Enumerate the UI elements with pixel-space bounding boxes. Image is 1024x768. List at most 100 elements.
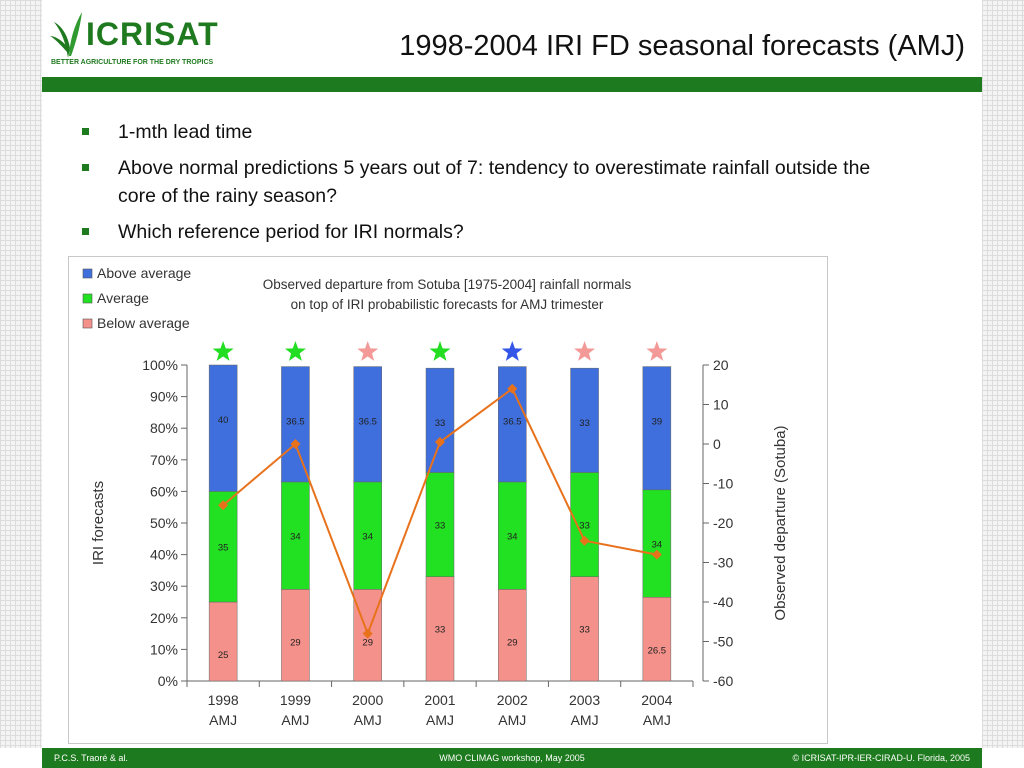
bar-segment xyxy=(208,364,238,492)
footer-copyright: © ICRISAT-IPR-IER-CIRAD-U. Florida, 2005 xyxy=(792,753,971,763)
y-tick-label-right: 10 xyxy=(713,397,729,413)
y-tick-label-left: 100% xyxy=(142,357,178,373)
forecast-star-icon xyxy=(501,341,523,361)
bar-segment xyxy=(498,589,527,682)
legend-swatch xyxy=(82,293,93,304)
bar-segment xyxy=(353,366,382,483)
departure-point xyxy=(651,549,662,560)
y-tick-label-right: -30 xyxy=(713,555,733,571)
y-tick-label-left: 60% xyxy=(150,483,178,499)
bar-data-label: 40 xyxy=(218,415,229,426)
y-tick-label-right: -40 xyxy=(713,594,733,610)
left-background-pattern xyxy=(0,0,42,748)
bullet-text: Which reference period for IRI normals? xyxy=(118,221,464,243)
departure-point xyxy=(435,437,445,448)
bullet-text: 1-mth lead time xyxy=(118,121,253,143)
slide-title: 1998-2004 IRI FD seasonal forecasts (AMJ… xyxy=(399,30,965,62)
bar-segment xyxy=(570,472,599,577)
footer-event: WMO CLIMAG workshop, May 2005 xyxy=(439,753,585,763)
bar-data-label: 36.5 xyxy=(358,417,377,428)
departure-point xyxy=(290,439,301,449)
y-tick-label-left: 70% xyxy=(150,452,178,468)
bar-data-label: 34 xyxy=(652,540,663,551)
legend-label: Average xyxy=(97,290,149,306)
forecast-star-icon xyxy=(646,341,668,361)
bar-segment xyxy=(425,367,455,473)
bar-segment xyxy=(208,601,238,682)
bar-data-label: 29 xyxy=(362,637,373,648)
y-tick-label-right: -60 xyxy=(713,673,733,689)
y-tick-label-left: 80% xyxy=(150,420,178,436)
bar-segment xyxy=(570,367,599,473)
y-tick-label-left: 50% xyxy=(150,515,178,531)
x-tick-label: 2001 xyxy=(424,692,455,708)
bullet-marker xyxy=(82,128,89,135)
y-tick-label-right: -10 xyxy=(713,476,733,492)
bullet-list: 1-mth lead time Above normal predictions… xyxy=(78,118,908,254)
leaf-icon xyxy=(50,12,82,58)
y-tick-label-left: 90% xyxy=(150,389,178,405)
x-tick-label: 2002 xyxy=(497,692,528,708)
stacked-bar-chart: Observed departure from Sotuba [1975-200… xyxy=(82,265,789,728)
bar-segment xyxy=(281,589,310,682)
bullet-item: 1-mth lead time xyxy=(78,118,908,146)
bar-segment xyxy=(642,597,672,682)
x-tick-label: AMJ xyxy=(426,712,454,728)
x-tick-label: AMJ xyxy=(209,712,237,728)
x-tick-label: AMJ xyxy=(571,712,599,728)
bar-segment xyxy=(425,576,455,682)
x-tick-label: AMJ xyxy=(643,712,671,728)
bar-data-label: 33 xyxy=(579,625,590,636)
y-tick-label-right: 0 xyxy=(713,436,721,452)
x-tick-label: 1998 xyxy=(208,692,239,708)
forecast-star-icon xyxy=(429,341,451,361)
y-tick-label-left: 40% xyxy=(150,547,178,563)
y-axis-label-right: Observed departure (Sotuba) xyxy=(772,425,789,620)
bar-data-label: 33 xyxy=(579,418,590,429)
y-tick-label-right: -50 xyxy=(713,634,733,650)
bar-segment xyxy=(498,481,527,590)
y-tick-label-right: 20 xyxy=(713,357,729,373)
y-tick-label-right: -20 xyxy=(713,515,733,531)
chart-title-line: Observed departure from Sotuba [1975-200… xyxy=(263,277,632,292)
bullet-marker xyxy=(82,164,89,171)
chart-title-line: on top of IRI probabilistic forecasts fo… xyxy=(291,297,604,312)
right-background-pattern xyxy=(982,0,1024,748)
legend-swatch xyxy=(82,268,93,279)
bar-segment xyxy=(281,366,310,483)
x-tick-label: 2003 xyxy=(569,692,600,708)
y-tick-label-left: 30% xyxy=(150,578,178,594)
bar-data-label: 25 xyxy=(218,650,229,661)
y-tick-label-left: 20% xyxy=(150,610,178,626)
x-tick-label: 1999 xyxy=(280,692,311,708)
x-tick-label: 2004 xyxy=(641,692,672,708)
bullet-marker xyxy=(82,228,89,235)
bar-data-label: 34 xyxy=(362,532,373,543)
chart-panel: Observed departure from Sotuba [1975-200… xyxy=(68,256,828,744)
bar-segment xyxy=(570,576,599,682)
bar-data-label: 29 xyxy=(507,637,518,648)
y-axis-label-left: IRI forecasts xyxy=(90,481,107,565)
legend-label: Below average xyxy=(97,315,190,331)
x-tick-label: AMJ xyxy=(498,712,526,728)
bar-data-label: 35 xyxy=(218,543,229,554)
bar-data-label: 34 xyxy=(507,532,518,543)
bar-data-label: 39 xyxy=(652,417,663,428)
departure-point xyxy=(362,628,373,639)
bar-data-label: 36.5 xyxy=(286,417,305,428)
x-tick-label: AMJ xyxy=(354,712,382,728)
forecast-star-icon xyxy=(285,341,306,361)
bar-data-label: 29 xyxy=(290,637,301,648)
bar-segment xyxy=(425,472,455,577)
bar-segment xyxy=(642,366,672,491)
footer-bar: P.C.S. Traoré & al. WMO CLIMAG workshop,… xyxy=(42,748,982,768)
departure-point xyxy=(507,383,518,394)
bar-segment xyxy=(642,489,672,598)
forecast-star-icon xyxy=(212,341,234,361)
logo-tagline: BETTER AGRICULTURE FOR THE DRY TROPICS xyxy=(51,59,214,66)
legend-swatch xyxy=(82,318,93,329)
bar-data-label: 26.5 xyxy=(648,645,667,656)
x-tick-label: AMJ xyxy=(281,712,309,728)
bar-segment xyxy=(353,481,382,590)
bullet-item: Above normal predictions 5 years out of … xyxy=(78,154,908,210)
